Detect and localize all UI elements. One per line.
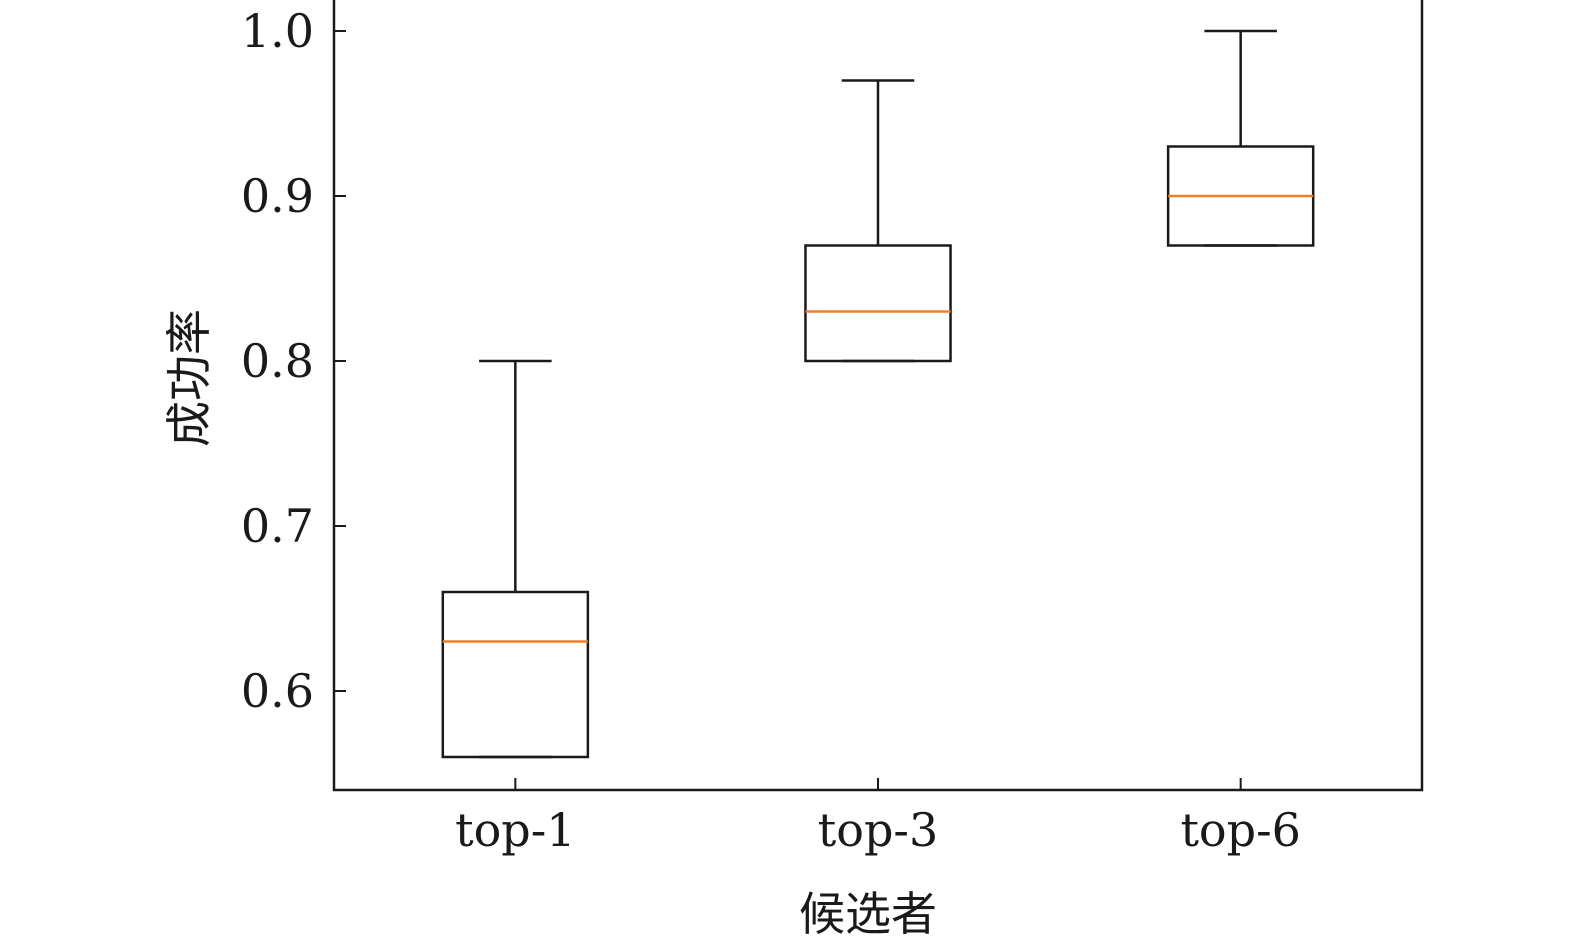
y-tick-label: 0.6 xyxy=(241,664,314,718)
x-axis: top-1 top-3 top-6 xyxy=(455,778,1301,857)
box-top-6 xyxy=(1166,29,1315,247)
x-tick-label: top-1 xyxy=(455,803,575,857)
y-tick-label: 0.7 xyxy=(241,499,314,553)
y-tick-label: 0.8 xyxy=(241,334,314,388)
y-axis: 0.6 0.7 0.8 0.9 1.0 xyxy=(241,4,346,718)
y-tick-label: 0.9 xyxy=(241,169,314,223)
y-axis-title: 成功率 xyxy=(162,309,216,447)
box-iqr xyxy=(441,590,590,759)
boxes xyxy=(441,29,1315,759)
y-tick-label: 1.0 xyxy=(241,4,314,58)
x-axis-title: 候选者 xyxy=(799,887,937,941)
x-tick-label: top-6 xyxy=(1180,803,1300,857)
box-top-3 xyxy=(804,79,952,363)
box-top-1 xyxy=(441,359,590,759)
box-iqr xyxy=(804,244,952,363)
x-tick-label: top-3 xyxy=(818,803,938,857)
